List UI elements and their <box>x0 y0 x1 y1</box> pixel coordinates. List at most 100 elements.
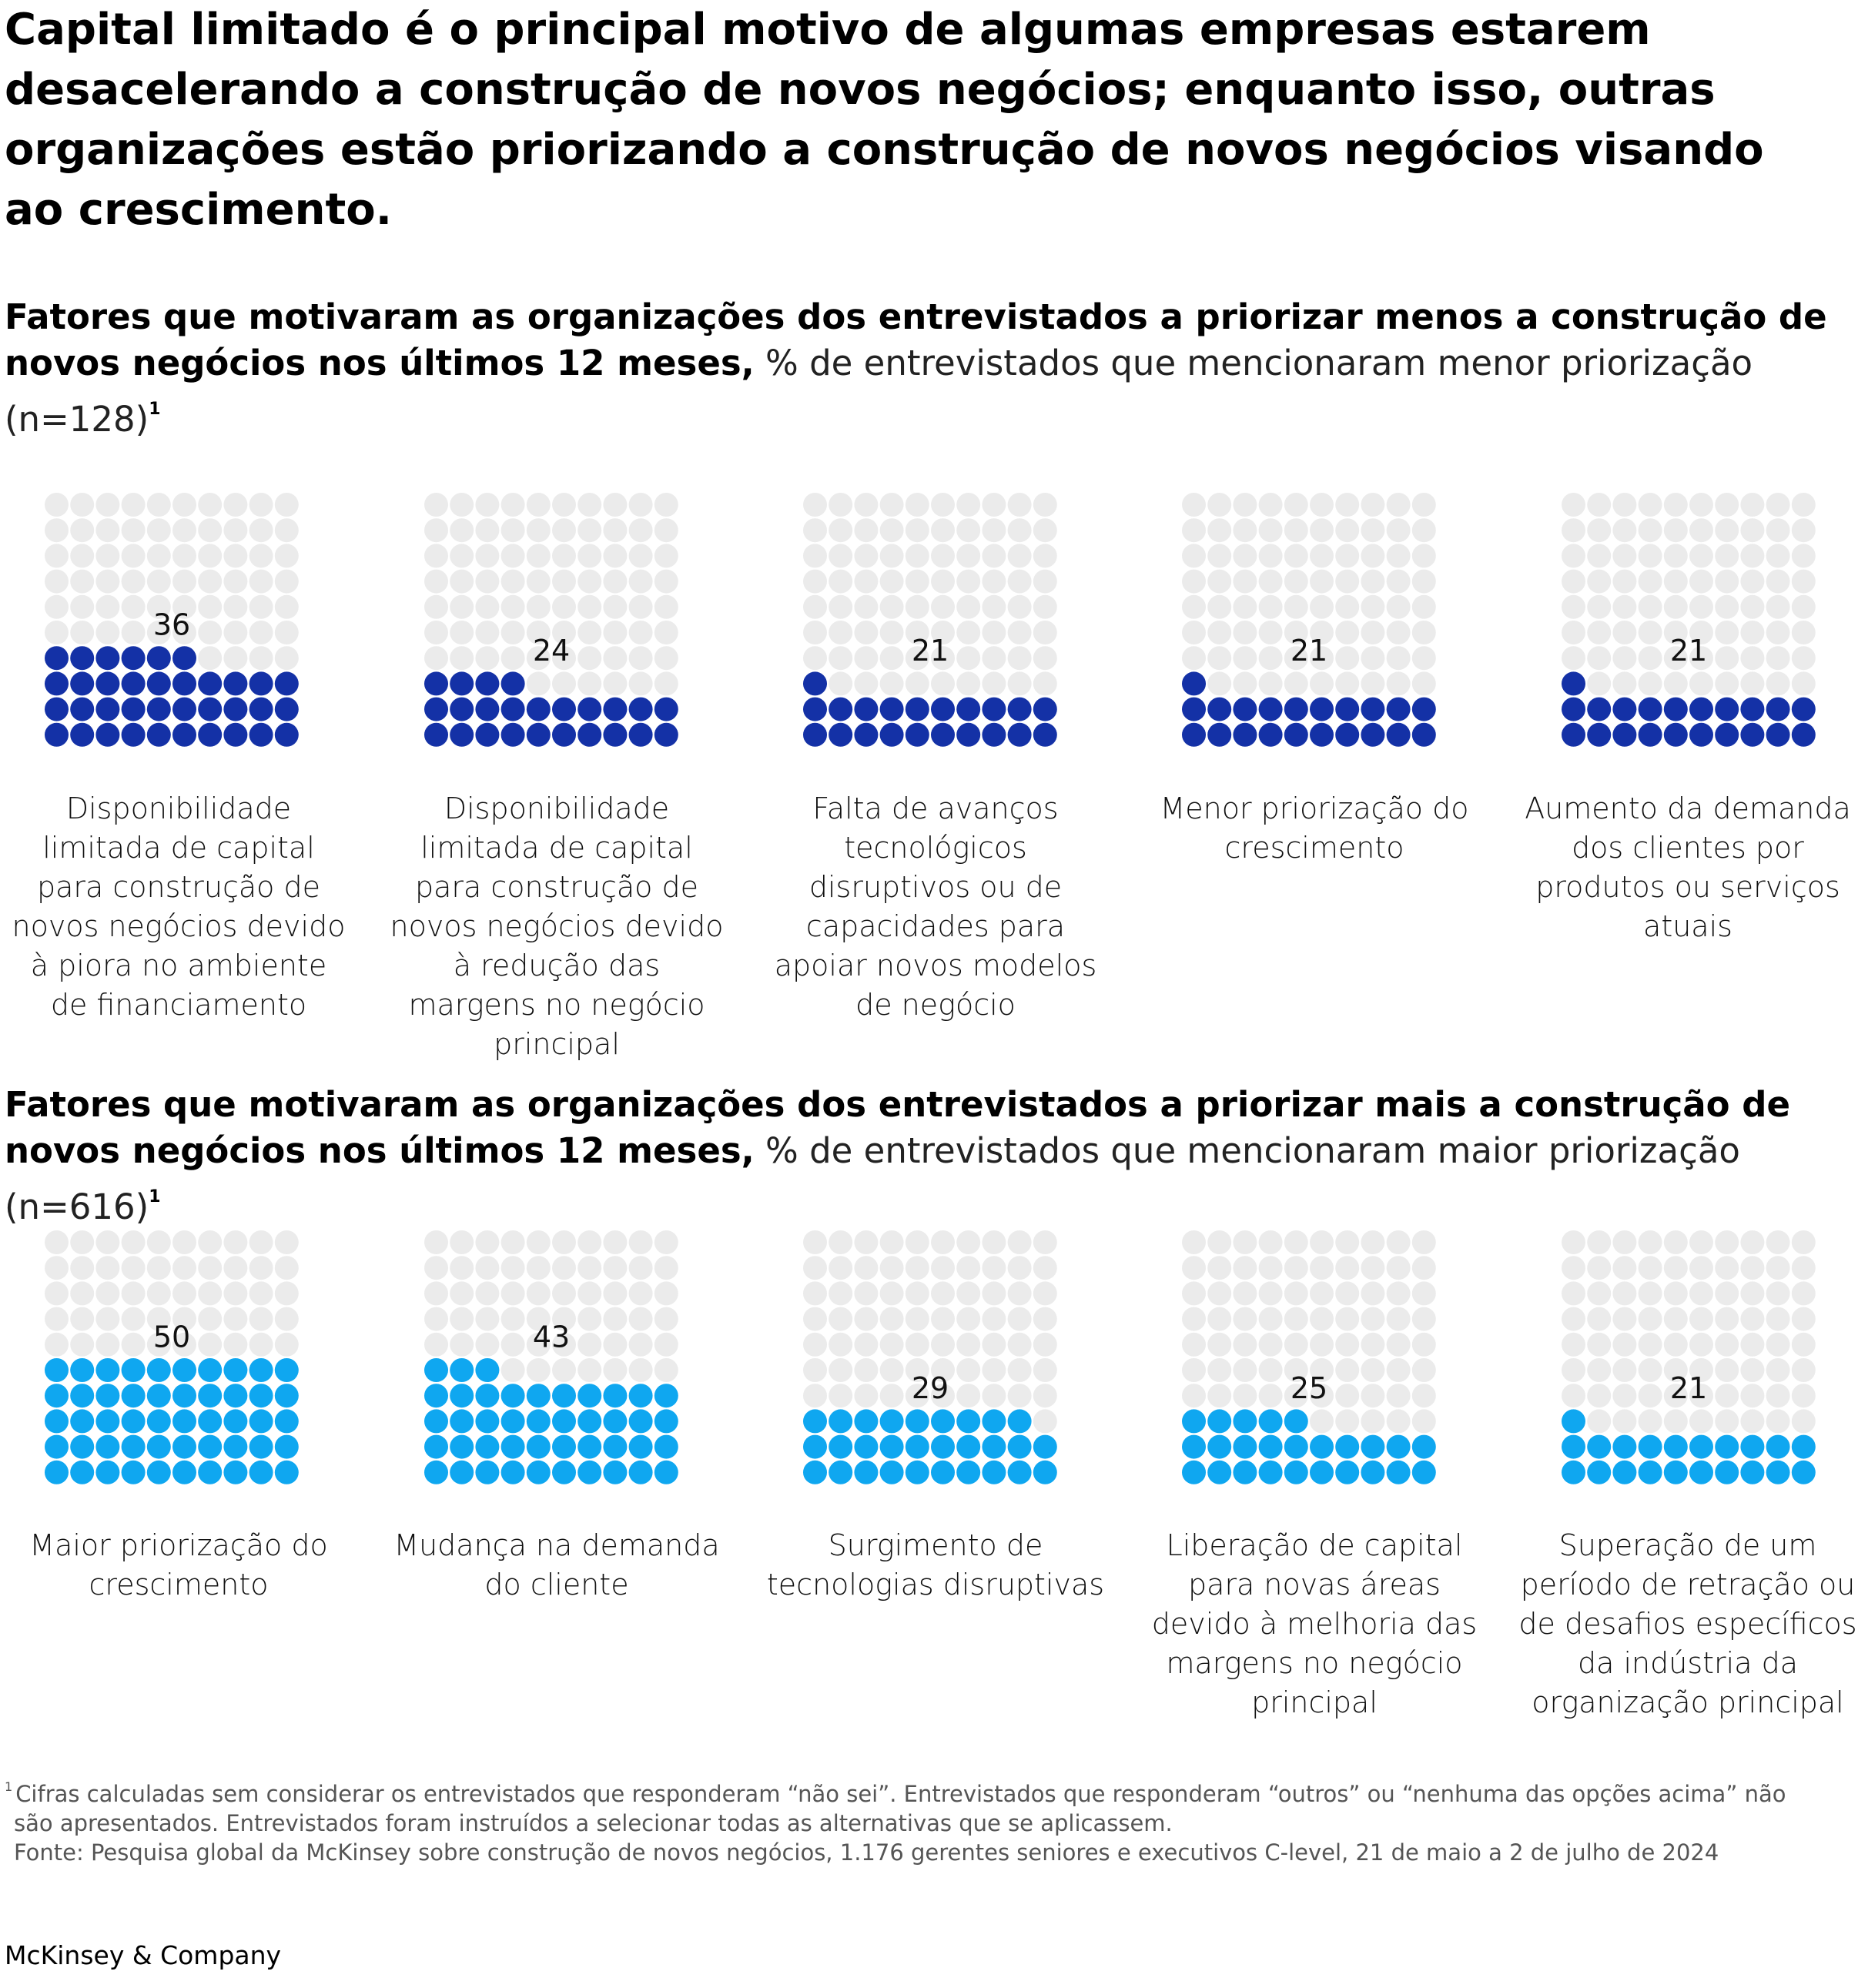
waffle-dot-filled <box>1663 1434 1688 1459</box>
waffle-dot-empty <box>1233 518 1257 543</box>
value-label: 21 <box>1291 634 1327 668</box>
waffle-dot-filled <box>274 1384 299 1408</box>
waffle-dot-empty <box>1361 1358 1385 1382</box>
waffle-dot-empty <box>1258 621 1283 644</box>
waffle-dot-filled <box>526 1434 551 1459</box>
waffle-dot-filled <box>450 1384 474 1408</box>
waffle-dot-filled <box>1361 697 1385 721</box>
waffle-dot-filled <box>1207 1434 1232 1459</box>
waffle-dot-empty <box>879 646 904 671</box>
waffle-dot-empty <box>1587 1409 1612 1434</box>
waffle-dot-filled <box>1740 697 1765 721</box>
waffle-dot-filled <box>223 697 248 721</box>
waffle-dot-empty <box>1562 544 1585 568</box>
waffle-dot-filled <box>1233 1434 1257 1459</box>
waffle-dot-filled <box>1638 697 1662 721</box>
category-label: Surgimento de tecnologias disruptivas <box>766 1528 1105 1601</box>
waffle-dot-filled <box>526 1384 551 1408</box>
waffle-dot-filled <box>905 722 929 747</box>
waffle-dot-filled <box>803 1434 827 1459</box>
waffle-dot-empty <box>1007 621 1032 644</box>
waffle-dot-empty <box>1386 569 1411 594</box>
waffle-dot-empty <box>1411 1256 1436 1280</box>
waffle-dot-filled <box>146 697 171 721</box>
waffle-dot-filled <box>450 1358 474 1382</box>
waffle-dot-empty <box>552 1230 576 1254</box>
waffle-dot-empty <box>1007 1256 1032 1280</box>
waffle-dot-filled <box>1335 1434 1360 1459</box>
waffle-dot-empty <box>1207 569 1232 594</box>
waffle-dot-filled <box>1740 1460 1765 1484</box>
waffle-dot-empty <box>1638 1281 1662 1306</box>
waffle-dot-filled <box>879 1434 904 1459</box>
waffle-dot-filled <box>982 1434 1006 1459</box>
waffle-dot-empty <box>1386 1409 1411 1434</box>
waffle-dot-empty <box>1740 1332 1765 1357</box>
waffle-dot-empty <box>1740 544 1765 568</box>
waffle-dot-empty <box>552 621 576 644</box>
waffle-dot-filled <box>223 1358 248 1382</box>
waffle-dot-filled <box>905 1460 929 1484</box>
waffle-dot-empty <box>905 1332 929 1357</box>
waffle-dot-empty <box>854 671 879 696</box>
waffle-dot-empty <box>854 493 879 517</box>
waffle-dot-empty <box>1310 569 1334 594</box>
waffle-dot-empty <box>603 1256 628 1280</box>
waffle-dot-empty <box>1740 493 1765 517</box>
waffle-dot-empty <box>931 646 955 671</box>
waffle-dot-filled <box>1258 722 1283 747</box>
waffle-dot-empty <box>475 493 500 517</box>
waffle-dot-filled <box>1182 1434 1206 1459</box>
waffle-dot-empty <box>146 518 171 543</box>
waffle-dot-filled <box>1562 1409 1585 1434</box>
waffle-dot-empty <box>577 569 602 594</box>
waffle-dot-filled <box>70 722 95 747</box>
waffle-dot-filled <box>854 722 879 747</box>
waffle-dot-empty <box>1587 544 1612 568</box>
waffle-dot-empty <box>1638 518 1662 543</box>
waffle-dot-empty <box>95 1332 120 1357</box>
waffle-dot-empty <box>1638 594 1662 619</box>
waffle-dot-empty <box>1233 569 1257 594</box>
section-title-more: Fatores que motivaram as organizações do… <box>5 1082 1837 1230</box>
waffle-dot-empty <box>1715 1230 1739 1254</box>
waffle-dot-filled <box>628 1384 653 1408</box>
waffle-dot-empty <box>1182 569 1206 594</box>
waffle-dot-filled <box>95 1460 120 1484</box>
waffle-dot-filled <box>1386 722 1411 747</box>
waffle-dot-empty <box>982 621 1006 644</box>
waffle-dot-empty <box>854 569 879 594</box>
waffle-dot-empty <box>1689 646 1713 671</box>
waffle-dot-filled <box>1007 697 1032 721</box>
value-label: 29 <box>912 1371 949 1405</box>
waffle-dot-filled <box>172 722 196 747</box>
waffle-dot-empty <box>1663 569 1688 594</box>
waffle-dot-empty <box>1612 1358 1637 1382</box>
waffle-dot-empty <box>475 1307 500 1331</box>
waffle-dot-empty <box>274 1332 299 1357</box>
waffle-dot-empty <box>1233 1384 1257 1408</box>
waffle-dot-filled <box>500 722 525 747</box>
waffle-dot-empty <box>829 1384 853 1408</box>
waffle-dot-empty <box>956 671 981 696</box>
waffle-dot-filled <box>45 1358 69 1382</box>
waffle-dot-filled <box>121 1460 146 1484</box>
waffle-dot-empty <box>1335 518 1360 543</box>
waffle-dot-empty <box>500 544 525 568</box>
waffle-dot-empty <box>500 1256 525 1280</box>
waffle-dot-filled <box>1182 1409 1206 1434</box>
waffle-dot-empty <box>274 493 299 517</box>
waffle-dot-empty <box>1791 1409 1816 1434</box>
waffle-dot-empty <box>1386 1230 1411 1254</box>
waffle-dot-empty <box>905 518 929 543</box>
waffle-dot-empty <box>172 518 196 543</box>
waffle-dot-empty <box>982 1358 1006 1382</box>
waffle-dot-empty <box>628 544 653 568</box>
waffle-dot-empty <box>1562 621 1585 644</box>
waffle-dot-empty <box>1766 646 1790 671</box>
waffle-dot-empty <box>1715 594 1739 619</box>
category-label: Aumento da demanda dos clientes por prod… <box>1525 792 1851 943</box>
waffle-dot-filled <box>654 1384 678 1408</box>
waffle-dot-filled <box>70 1434 95 1459</box>
waffle-dot-empty <box>1612 671 1637 696</box>
